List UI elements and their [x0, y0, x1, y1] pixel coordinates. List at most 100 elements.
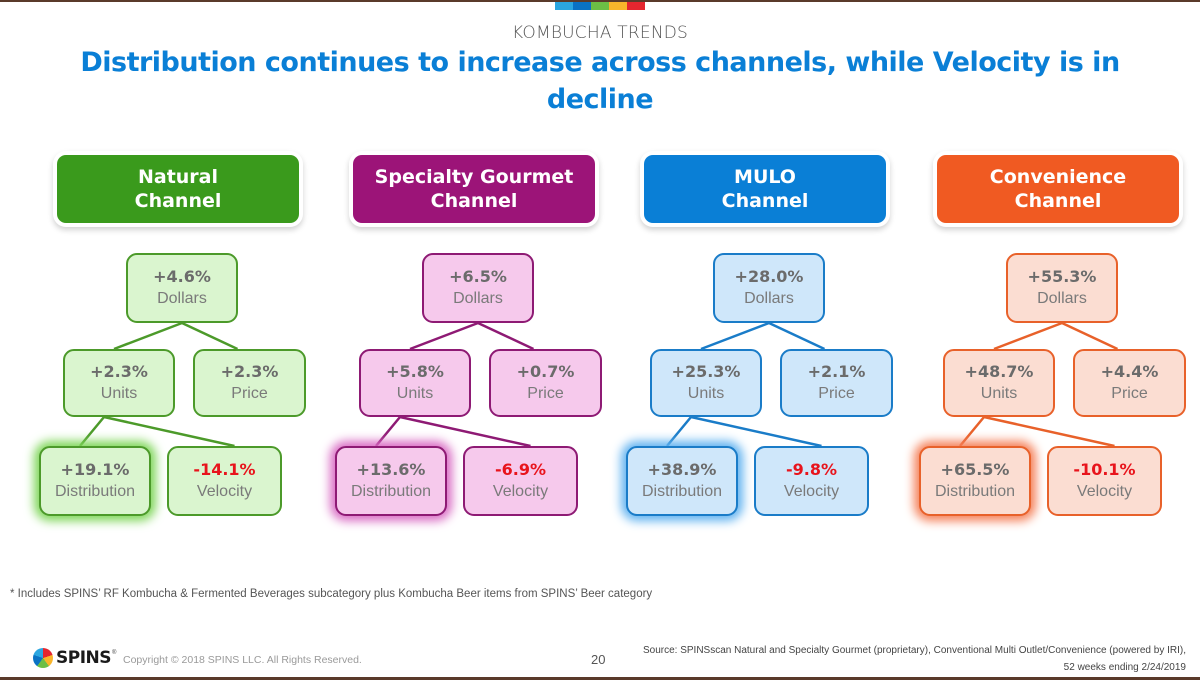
slide-title: Distribution continues to increase acros…: [80, 47, 1120, 115]
channel-header: Convenience Channel: [937, 155, 1179, 223]
metric-node-units: +2.3% Units: [63, 349, 175, 417]
metric-label: Velocity: [196, 483, 253, 500]
metric-value: +0.7%: [516, 362, 575, 381]
metric-node-velocity: -6.9% Velocity: [463, 446, 578, 516]
connector-line: [375, 416, 401, 447]
connector-line: [477, 321, 535, 351]
metric-value: +55.3%: [1027, 267, 1097, 286]
metric-label: Dollars: [1037, 290, 1087, 307]
metric-value: +4.6%: [153, 267, 211, 286]
connector-line: [993, 321, 1063, 351]
color-swatch: [555, 2, 573, 10]
logo-trademark: ®: [112, 650, 117, 656]
metric-label: Dollars: [157, 290, 207, 307]
metric-node-price: +0.7% Price: [489, 349, 602, 417]
metric-node-distribution: +65.5% Distribution: [919, 446, 1031, 516]
metric-node-units: +48.7% Units: [943, 349, 1055, 417]
color-swatch: [609, 2, 627, 10]
metric-node-velocity: -9.8% Velocity: [754, 446, 869, 516]
metric-label: Distribution: [54, 483, 136, 500]
copyright: Copyright © 2018 SPINS LLC. All Rights R…: [123, 654, 362, 666]
connector-line: [690, 415, 822, 448]
metric-label: Distribution: [641, 483, 723, 500]
connector-line: [79, 416, 105, 447]
metric-label: Velocity: [783, 483, 840, 500]
channel-name-line: MULO: [734, 166, 796, 188]
brand-color-strip: [555, 2, 645, 10]
metric-node-distribution: +38.9% Distribution: [626, 446, 738, 516]
channel-name-line: Channel: [430, 190, 518, 212]
metric-value: -10.1%: [1073, 460, 1136, 479]
connector-line: [399, 415, 531, 448]
bottom-border: [0, 677, 1200, 680]
metric-value: +4.4%: [1100, 362, 1159, 381]
metric-label: Distribution: [350, 483, 432, 500]
metric-value: +2.1%: [807, 362, 866, 381]
metric-node-units: +25.3% Units: [650, 349, 762, 417]
connector-line: [103, 415, 235, 448]
logo-text: SPINS: [56, 648, 112, 668]
metric-value: +2.3%: [220, 362, 279, 381]
spins-logo-icon: [33, 648, 53, 668]
metric-node-dollars: +6.5% Dollars: [422, 253, 534, 323]
metric-node-dollars: +28.0% Dollars: [713, 253, 825, 323]
connector-line: [409, 321, 479, 351]
spins-logo: SPINS ®: [33, 648, 116, 668]
metric-label: Price: [1111, 385, 1148, 402]
metric-value: -9.8%: [785, 460, 837, 479]
connector-line: [959, 416, 985, 447]
connector-line: [1061, 321, 1119, 351]
metric-value: -14.1%: [193, 460, 256, 479]
metric-value: +65.5%: [940, 460, 1010, 479]
channel-name-line: Natural: [137, 166, 219, 188]
color-swatch: [591, 2, 609, 10]
footnote: * Includes SPINS’ RF Kombucha & Fermente…: [10, 588, 653, 600]
connector-line: [700, 321, 770, 351]
connector-line: [113, 321, 183, 351]
color-swatch: [627, 2, 645, 10]
metric-node-dollars: +4.6% Dollars: [126, 253, 238, 323]
metric-node-velocity: -14.1% Velocity: [167, 446, 282, 516]
metric-node-price: +2.1% Price: [780, 349, 893, 417]
source-note: Source: SPINSscan Natural and Specialty …: [586, 642, 1186, 676]
metric-value: +19.1%: [60, 460, 130, 479]
metric-value: -6.9%: [494, 460, 546, 479]
metric-value: +5.8%: [386, 362, 444, 381]
connector-line: [983, 415, 1115, 448]
metric-label: Price: [818, 385, 855, 402]
metric-value: +48.7%: [964, 362, 1034, 381]
metric-node-distribution: +19.1% Distribution: [39, 446, 151, 516]
metric-value: +25.3%: [671, 362, 741, 381]
metric-label: Velocity: [1076, 483, 1133, 500]
metric-label: Dollars: [744, 290, 794, 307]
metric-value: +13.6%: [356, 460, 426, 479]
metric-value: +38.9%: [647, 460, 717, 479]
connector-line: [666, 416, 692, 447]
channel-name-line: Channel: [134, 190, 222, 212]
metric-value: +2.3%: [90, 362, 148, 381]
metric-node-price: +2.3% Price: [193, 349, 306, 417]
metric-node-dollars: +55.3% Dollars: [1006, 253, 1118, 323]
metric-node-distribution: +13.6% Distribution: [335, 446, 447, 516]
channel-name-line: Convenience: [989, 166, 1127, 188]
channel-header: MULO Channel: [644, 155, 886, 223]
channel-name-line: Specialty Gourmet: [374, 166, 574, 188]
metric-label: Units: [687, 385, 725, 402]
metric-label: Units: [396, 385, 434, 402]
channel-name-line: Channel: [721, 190, 809, 212]
metric-label: Price: [231, 385, 268, 402]
metric-label: Velocity: [492, 483, 549, 500]
metric-node-units: +5.8% Units: [359, 349, 471, 417]
channel-header: Specialty Gourmet Channel: [353, 155, 595, 223]
connector-line: [181, 321, 239, 351]
metric-label: Units: [100, 385, 138, 402]
connector-line: [768, 321, 826, 351]
page-number: 20: [591, 652, 606, 667]
metric-label: Price: [527, 385, 564, 402]
channel-name-line: Channel: [1014, 190, 1102, 212]
channel-header: Natural Channel: [57, 155, 299, 223]
metric-value: +6.5%: [449, 267, 507, 286]
metric-label: Units: [980, 385, 1018, 402]
metric-node-price: +4.4% Price: [1073, 349, 1186, 417]
slide-kicker: KOMBUCHA TRENDS: [511, 23, 689, 43]
